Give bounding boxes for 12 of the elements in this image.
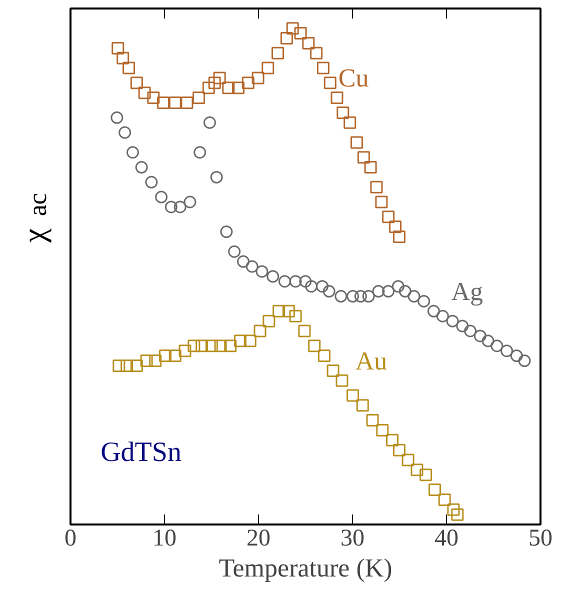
series-label: Ag	[451, 276, 483, 306]
x-tick-label: 30	[340, 526, 364, 552]
x-tick-label: 10	[152, 526, 176, 552]
series-label: Cu	[338, 63, 369, 92]
x-tick-label: 20	[246, 526, 270, 552]
x-tick-label: 50	[528, 526, 552, 552]
x-axis-title: Temperature (K)	[218, 554, 392, 582]
annotation: GdTSn	[100, 437, 182, 468]
x-tick-label: 0	[64, 526, 76, 552]
y-axis-title: χac	[16, 193, 52, 244]
x-tick-label: 40	[434, 526, 458, 552]
series-label: Au	[355, 346, 388, 376]
